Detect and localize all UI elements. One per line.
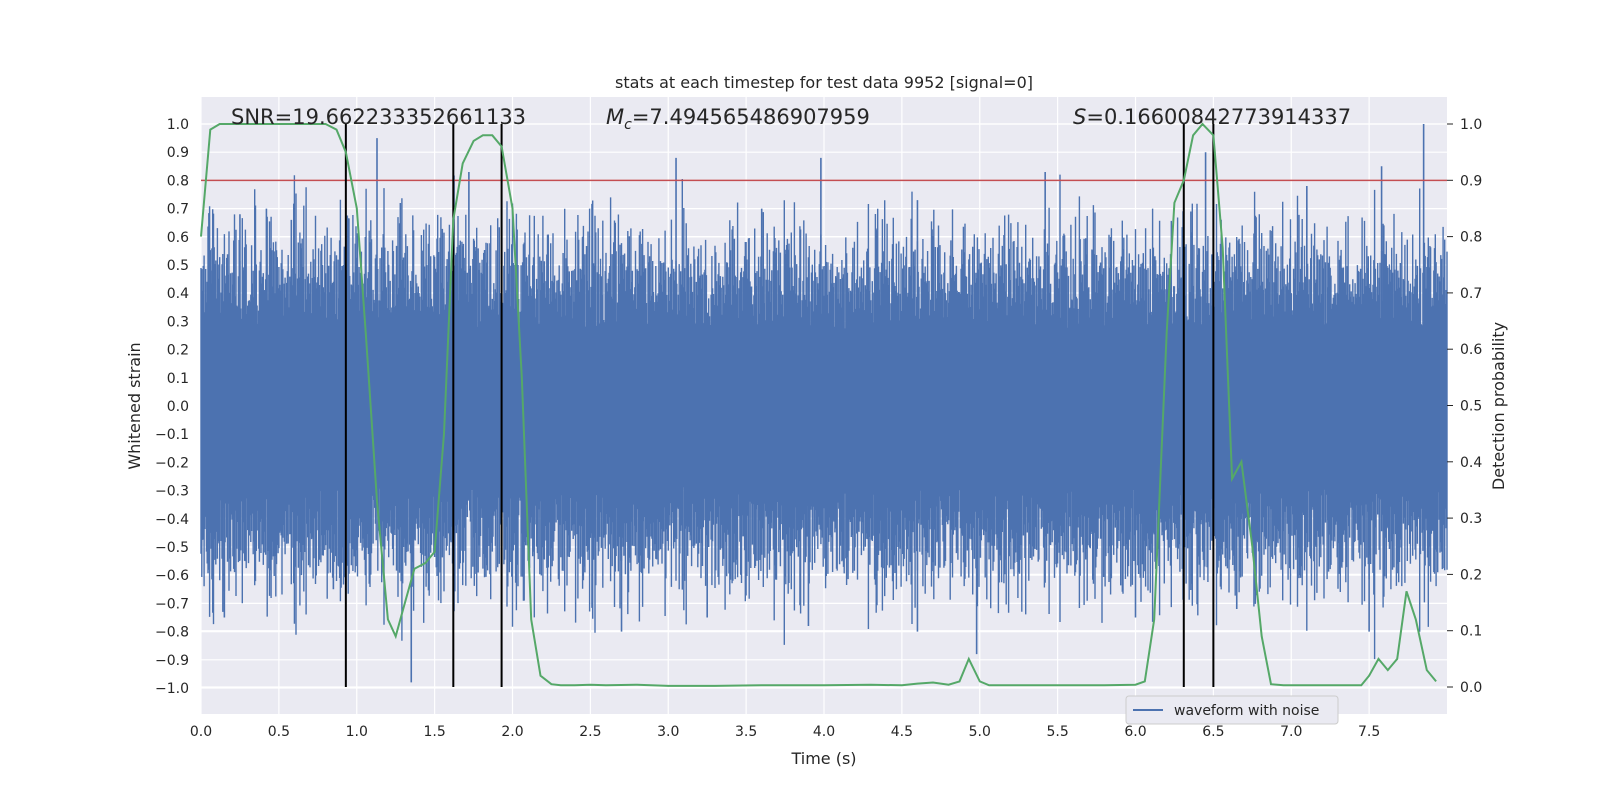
- legend-box: [1125, 695, 1339, 725]
- left-y-tick-label-20: −1.0: [155, 681, 189, 697]
- right-y-tick-label-5: 0.5: [1460, 399, 1482, 415]
- waveform-body: [200, 174, 1448, 660]
- x-tick-label-15: 7.5: [1358, 724, 1380, 740]
- left-y-tick-label-12: −0.2: [155, 455, 189, 471]
- left-y-tick-label-5: 0.5: [167, 258, 189, 274]
- probability-series: [200, 122, 1437, 687]
- detection-probability-line: [200, 122, 1437, 687]
- right-y-tick-label-2: 0.8: [1460, 230, 1482, 246]
- x-tick-label-7: 3.5: [735, 724, 757, 740]
- left-y-tick-label-3: 0.7: [167, 202, 189, 218]
- x-tick-label-6: 3.0: [657, 724, 679, 740]
- chirp-mass-value: =7.494565486907959: [632, 105, 870, 129]
- chirp-mass-symbol: M: [606, 105, 624, 129]
- right-y-tick-label-4: 0.6: [1460, 342, 1482, 358]
- right-y-tick-label-9: 0.1: [1460, 624, 1482, 640]
- statistic-value: =0.16600842773914337: [1086, 105, 1351, 129]
- left-y-tick-label-2: 0.8: [167, 173, 189, 189]
- x-tick-label-11: 5.5: [1046, 724, 1068, 740]
- x-tick-label-12: 6.0: [1124, 724, 1146, 740]
- right-y-tick-label-1: 0.9: [1460, 173, 1482, 189]
- x-axis-ticks: 0.0 0.5 1.0 1.5 2.0 2.5 3.0 3.5 4.0 4.5 5.0 5.5 6.0 6…: [190, 724, 1380, 740]
- right-y-axis-label: Detection probability: [1489, 322, 1508, 490]
- x-tick-label-4: 2.0: [501, 724, 523, 740]
- left-y-tick-label-13: −0.3: [155, 484, 189, 500]
- x-tick-label-2: 1.0: [346, 724, 368, 740]
- left-y-tick-label-17: −0.7: [155, 596, 189, 612]
- left-y-tick-label-0: 1.0: [167, 117, 189, 133]
- left-y-tick-label-11: −0.1: [155, 427, 189, 443]
- x-tick-label-1: 0.5: [268, 724, 290, 740]
- left-y-tick-label-14: −0.4: [155, 512, 189, 528]
- legend-label: waveform with noise: [1174, 703, 1319, 719]
- x-tick-label-3: 1.5: [423, 724, 445, 740]
- chirp-mass-annotation: Mc=7.494565486907959: [606, 105, 870, 133]
- statistic-annotation: S=0.16600842773914337: [1073, 105, 1351, 129]
- left-y-tick-label-8: 0.2: [167, 343, 189, 359]
- left-y-tick-label-9: 0.1: [167, 371, 189, 387]
- left-y-tick-label-7: 0.3: [167, 314, 189, 330]
- left-y-tick-label-10: 0.0: [167, 399, 189, 415]
- statistic-symbol: S: [1073, 105, 1086, 129]
- x-tick-label-10: 5.0: [969, 724, 991, 740]
- right-y-tick-label-7: 0.3: [1460, 511, 1482, 527]
- waveform-series: [200, 124, 1448, 683]
- x-axis-label: Time (s): [790, 749, 856, 768]
- left-y-tick-label-6: 0.4: [167, 286, 189, 302]
- chart-title: stats at each timestep for test data 995…: [615, 73, 1033, 92]
- left-y-tick-label-16: −0.6: [155, 568, 189, 584]
- right-y-tick-label-3: 0.7: [1460, 286, 1482, 302]
- chirp-mass-subscript: c: [624, 117, 632, 133]
- left-y-tick-label-19: −0.9: [155, 653, 189, 669]
- left-y-tick-label-1: 0.9: [167, 145, 189, 161]
- x-tick-label-14: 7.0: [1280, 724, 1302, 740]
- left-y-tick-label-4: 0.6: [167, 230, 189, 246]
- right-y-tick-label-0: 1.0: [1460, 117, 1482, 133]
- right-y-tick-label-8: 0.2: [1460, 567, 1482, 583]
- x-tick-label-9: 4.5: [891, 724, 913, 740]
- x-tick-label-5: 2.5: [579, 724, 601, 740]
- left-y-tick-label-15: −0.5: [155, 540, 189, 556]
- x-tick-label-0: 0.0: [190, 724, 212, 740]
- left-y-axis-label: Whitened strain: [125, 342, 144, 469]
- left-y-tick-label-18: −0.8: [155, 625, 189, 641]
- snr-annotation: SNR=19.662233352661133: [231, 105, 526, 129]
- x-tick-label-8: 4.0: [813, 724, 835, 740]
- left-y-axis-ticks: 1.0 0.9 0.8 0.7 0.6 0.5 0.4 0.3 0.2 0.1 0.0 −0.1 −0.…: [155, 117, 189, 697]
- right-y-tick-label-6: 0.4: [1460, 455, 1482, 471]
- right-y-tick-label-10: 0.0: [1460, 680, 1482, 696]
- legend: waveform with noise: [1125, 695, 1339, 725]
- x-tick-label-13: 6.5: [1202, 724, 1224, 740]
- right-y-axis-ticks: 1.0 0.9 0.8 0.7 0.6 0.5 0.4 0.3 0.2 0.1 0.0: [1447, 117, 1482, 696]
